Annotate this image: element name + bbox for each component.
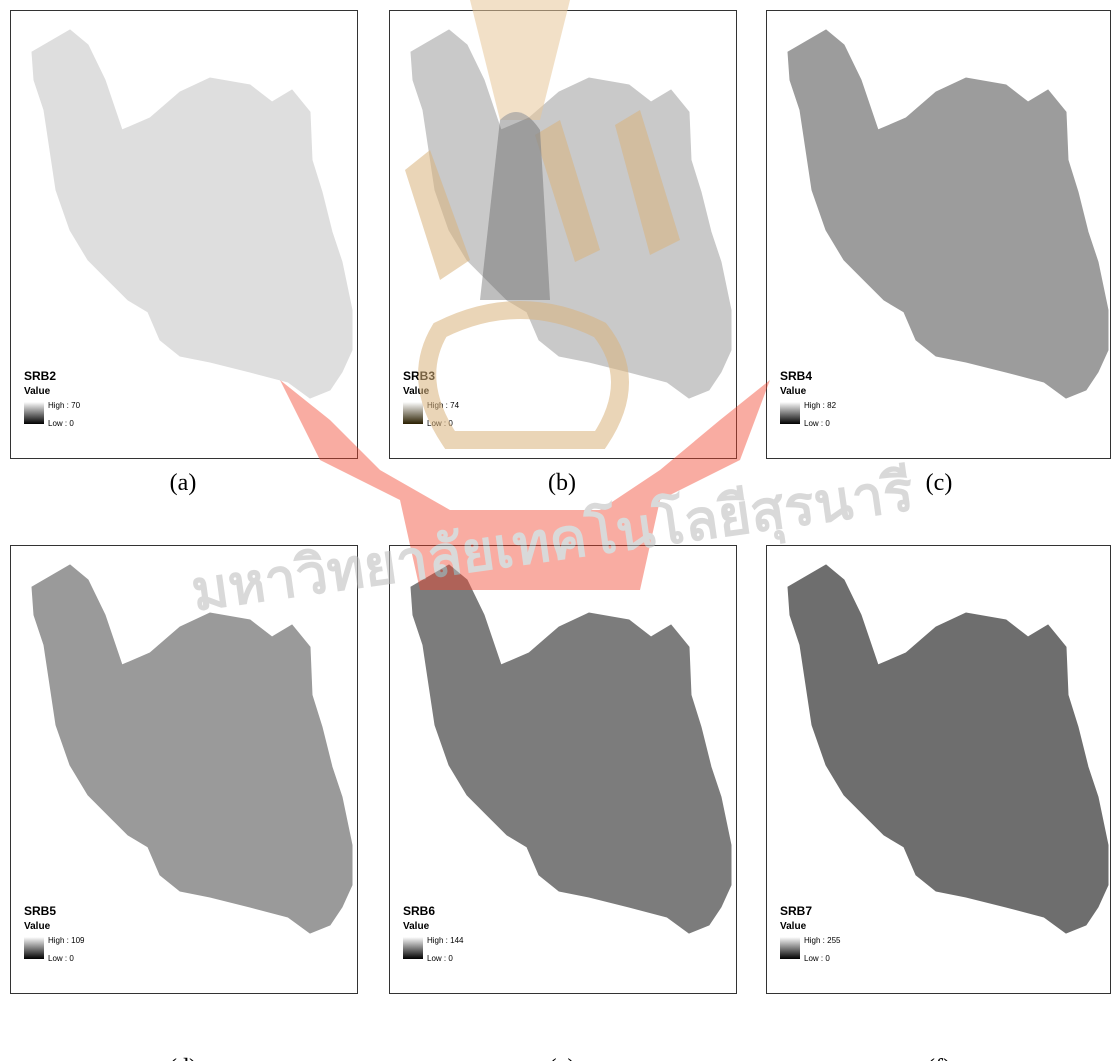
map-panel: SRB6 Value High : 144 Low : 0 [390, 546, 737, 994]
map-panel: SRB4 Value High : 82 Low : 0 [767, 11, 1111, 459]
legend-ramp [780, 937, 800, 959]
legend-low: Low : 0 [804, 954, 830, 963]
map-panel: SRB5 Value High : 109 Low : 0 [11, 546, 358, 994]
layer-name: SRB5 [24, 904, 56, 918]
map-panel: SRB7 Value High : 255 Low : 0 [767, 546, 1111, 994]
legend-ramp [24, 937, 44, 959]
panel-caption: (e) [549, 1055, 576, 1061]
layer-name: SRB6 [403, 904, 435, 918]
legend-high: High : 255 [804, 936, 841, 945]
panel-caption: (a) [170, 470, 197, 496]
legend-high: High : 144 [427, 936, 464, 945]
legend-title: Value [780, 921, 807, 932]
page: SRB2ValueHigh : 70Low : 0(a)SRB3ValueHig… [0, 0, 1111, 1061]
legend-low: Low : 0 [48, 419, 74, 428]
legend-title: Value [24, 921, 51, 932]
legend-title: Value [780, 386, 807, 397]
legend-high: High : 109 [48, 936, 85, 945]
legend-high: High : 70 [48, 401, 81, 410]
figure: SRB2ValueHigh : 70Low : 0(a)SRB3ValueHig… [0, 0, 1111, 1061]
legend-low: Low : 0 [48, 954, 74, 963]
panel-caption: (b) [548, 470, 576, 496]
map-panel: SRB2 Value High : 70 Low : 0 [11, 11, 358, 459]
legend-ramp [403, 937, 423, 959]
legend-low: Low : 0 [427, 954, 453, 963]
legend-title: Value [24, 386, 51, 397]
legend-ramp [403, 402, 423, 424]
legend-low: Low : 0 [804, 419, 830, 428]
legend-ramp [24, 402, 44, 424]
panel-caption: (f) [927, 1055, 951, 1061]
panel-caption: (c) [926, 470, 953, 496]
layer-name: SRB2 [24, 369, 56, 383]
legend-ramp [780, 402, 800, 424]
legend-title: Value [403, 921, 430, 932]
layer-name: SRB4 [780, 369, 812, 383]
legend-high: High : 82 [804, 401, 837, 410]
layer-name: SRB7 [780, 904, 812, 918]
panel-caption: (d) [169, 1055, 197, 1061]
